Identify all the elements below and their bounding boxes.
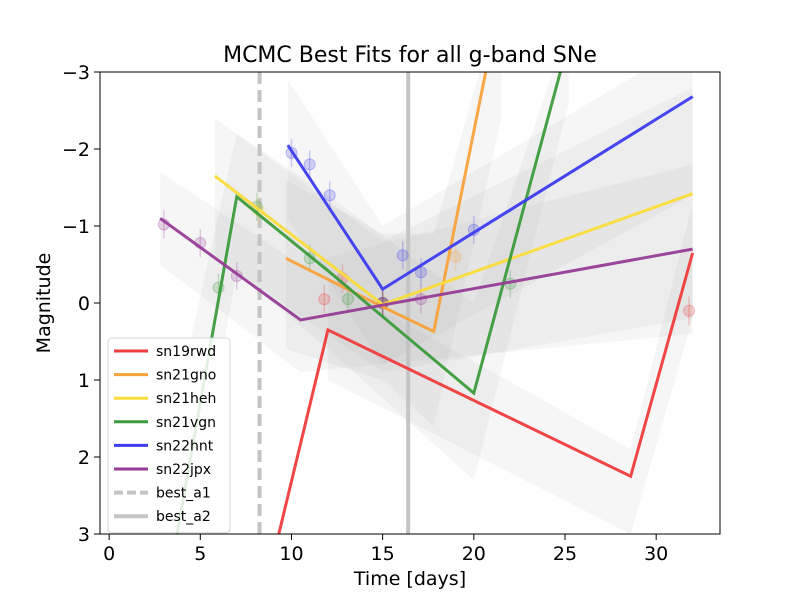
x-tick-label: 0 xyxy=(103,543,115,565)
y-tick-label: 1 xyxy=(78,370,90,392)
x-tick-label: 20 xyxy=(462,543,486,565)
series-line-sn22hnt xyxy=(286,95,694,292)
series-line-sn21gno xyxy=(285,72,488,334)
legend-label-sn21heh: sn21heh xyxy=(156,391,216,407)
legend-label-best_a1: best_a1 xyxy=(156,486,211,502)
point-sn19rwd xyxy=(318,293,331,306)
y-axis-label: Magnitude xyxy=(33,253,55,354)
y-tick-label: 0 xyxy=(78,293,90,315)
x-axis-label: Time [days] xyxy=(353,568,466,590)
y-tick-label: −2 xyxy=(62,139,90,161)
y-tick-label: 3 xyxy=(78,524,90,546)
point-sn21vgn xyxy=(303,252,316,265)
series-line-sn22jpx xyxy=(159,217,693,322)
fit-lines xyxy=(159,72,695,534)
point-sn19rwd xyxy=(683,304,695,317)
legend-label-sn21gno: sn21gno xyxy=(156,368,216,384)
y-axis-ticks: −3 −2 −1 0 1 2 3 xyxy=(62,62,100,546)
legend: sn19rwd sn21gno sn21heh sn21vgn sn22hnt sn22j… xyxy=(107,337,231,534)
x-tick-label: 15 xyxy=(371,543,395,565)
y-tick-label: −1 xyxy=(62,216,90,238)
point-sn21gno xyxy=(449,250,462,263)
reference-lines xyxy=(257,72,411,534)
band-sn19rwd xyxy=(327,202,693,534)
x-tick-label: 30 xyxy=(644,543,668,565)
point-sn21vgn xyxy=(342,293,354,306)
y-tick-label: 2 xyxy=(78,447,90,469)
legend-label-sn22jpx: sn22jpx xyxy=(156,462,211,478)
legend-label-sn21vgn: sn21vgn xyxy=(156,415,216,431)
legend-label-sn22hnt: sn22hnt xyxy=(156,438,214,454)
series-line-sn21vgn xyxy=(175,72,562,534)
x-axis-ticks: 0 5 10 15 20 25 30 xyxy=(103,534,668,565)
legend-label-best_a2: best_a2 xyxy=(156,509,211,525)
band-sn21gno xyxy=(286,72,502,427)
point-sn22hnt xyxy=(303,158,316,171)
x-tick-label: 5 xyxy=(194,543,206,565)
band-sn22jpx xyxy=(160,164,693,373)
band-sn22hnt xyxy=(287,72,693,365)
x-tick-label: 10 xyxy=(279,543,303,565)
legend-box xyxy=(107,337,231,534)
point-sn22hnt xyxy=(323,189,336,202)
series-line-sn19rwd xyxy=(277,252,695,534)
point-sn22hnt xyxy=(396,249,409,262)
chart-title: MCMC Best Fits for all g-band SNe xyxy=(223,43,597,68)
y-tick-label: −3 xyxy=(62,62,90,84)
band-sn21vgn xyxy=(172,72,569,534)
uncertainty-bands xyxy=(160,72,693,534)
x-tick-label: 25 xyxy=(553,543,577,565)
legend-label-sn19rwd: sn19rwd xyxy=(156,344,216,360)
